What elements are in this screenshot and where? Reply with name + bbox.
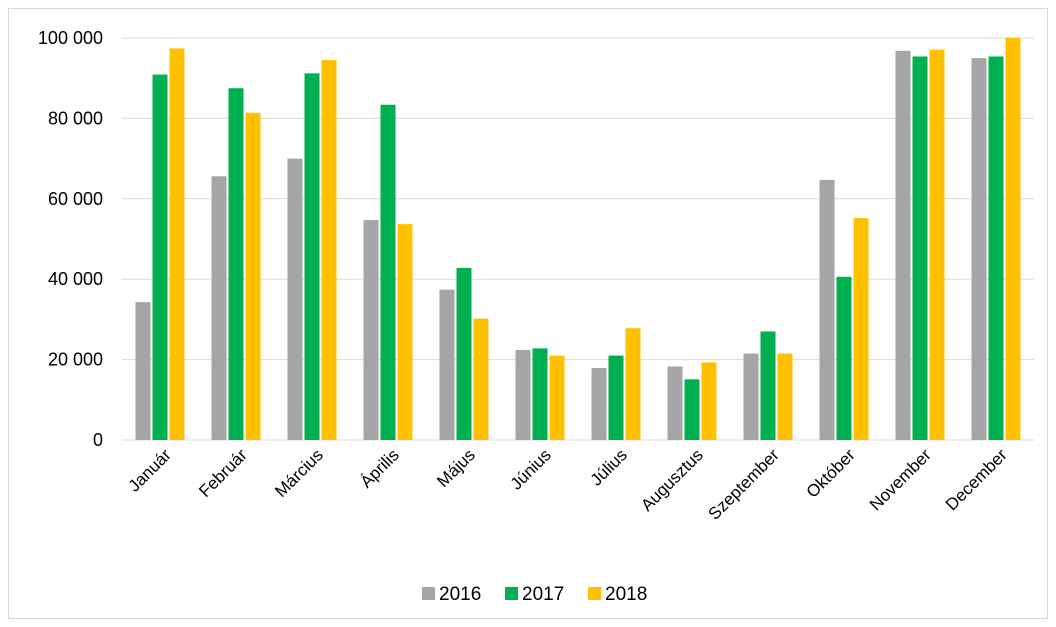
- bar-2018-május: [473, 318, 489, 440]
- bar-2017-július: [608, 355, 624, 440]
- x-category-label: Január: [125, 445, 175, 495]
- legend-label: 2018: [605, 584, 647, 605]
- bar-2017-május: [456, 267, 472, 440]
- y-tick-label: 80 000: [48, 108, 103, 128]
- gridlines: [122, 37, 1034, 441]
- bar-2016-december: [971, 58, 987, 440]
- x-category-label: Szeptember: [705, 445, 783, 523]
- x-category-label: Június: [507, 445, 555, 493]
- bar-2016-szeptember: [743, 353, 759, 440]
- x-category-label: Október: [803, 445, 859, 501]
- legend-label: 2017: [522, 584, 564, 605]
- bar-2018-november: [929, 49, 945, 441]
- x-category-label: November: [866, 445, 935, 514]
- legend-swatch: [422, 587, 435, 600]
- y-tick-label: 20 000: [48, 350, 103, 370]
- bar-2017-február: [228, 88, 244, 440]
- bar-2017-április: [380, 104, 396, 441]
- bar-2018-augusztus: [701, 362, 717, 440]
- bar-2017-december: [988, 56, 1004, 440]
- x-category-label: Augusztus: [637, 445, 707, 515]
- y-tick-label: 60 000: [48, 189, 103, 209]
- bar-2018-április: [397, 224, 413, 440]
- bar-2016-június: [515, 349, 531, 440]
- y-tick-label: 100 000: [38, 28, 103, 48]
- legend: 2016 2017 2018: [422, 584, 647, 605]
- bar-2018-március: [321, 60, 337, 441]
- y-tick-label: 40 000: [48, 269, 103, 289]
- bar-2018-július: [625, 328, 641, 440]
- bar-2017-szeptember: [760, 331, 776, 440]
- legend-swatch: [588, 587, 601, 600]
- x-category-label: Március: [271, 445, 327, 501]
- bar-2016-május: [439, 289, 455, 440]
- bar-2017-március: [304, 73, 320, 440]
- bar-2016-július: [591, 368, 607, 440]
- y-tick-label: 0: [93, 430, 103, 450]
- x-axis-categories: Január Február Március Április Május Június Jú…: [125, 445, 1011, 523]
- y-axis-ticks: 0 20 000 40 000 60 000 80 000 100 000: [38, 28, 103, 450]
- bar-2016-január: [135, 302, 151, 440]
- x-category-label: Július: [587, 445, 631, 489]
- bar-2018-október: [853, 218, 869, 440]
- bar-2018-június: [549, 355, 565, 440]
- bar-2018-szeptember: [777, 353, 793, 440]
- bars: [135, 38, 1021, 441]
- bar-2017-november: [912, 56, 928, 440]
- legend-swatch: [505, 587, 518, 600]
- bar-2017-augusztus: [684, 379, 700, 440]
- bar-2018-február: [245, 112, 261, 440]
- bar-2016-április: [363, 220, 379, 440]
- bar-2016-március: [287, 158, 303, 440]
- legend-label: 2016: [439, 584, 481, 605]
- x-category-label: December: [942, 445, 1011, 514]
- bar-2018-december: [1005, 38, 1021, 440]
- bar-2016-október: [819, 179, 835, 440]
- bar-2018-január: [169, 48, 185, 441]
- bar-2017-január: [152, 74, 168, 440]
- x-category-label: Május: [433, 445, 479, 491]
- bar-2017-június: [532, 348, 548, 440]
- x-category-label: Április: [357, 445, 403, 491]
- bar-2016-február: [211, 176, 227, 440]
- x-category-label: Február: [195, 445, 251, 501]
- bar-2016-augusztus: [667, 366, 683, 440]
- bar-2017-október: [836, 276, 852, 440]
- bar-2016-november: [895, 50, 911, 440]
